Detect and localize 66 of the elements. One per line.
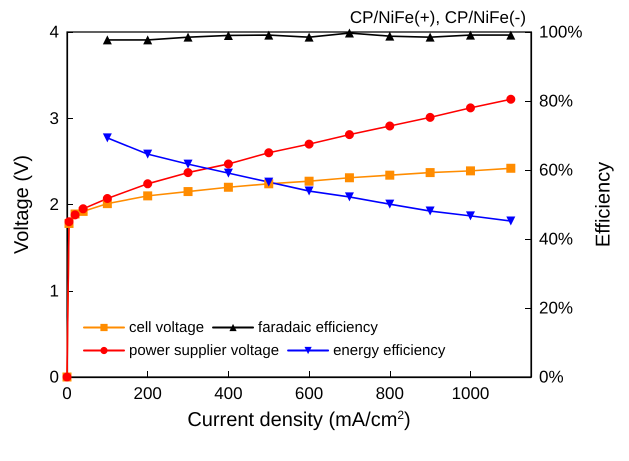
legend-label: power supplier voltage [129, 342, 280, 359]
y-tick-label: 1 [50, 281, 59, 300]
y-tick-label: 3 [50, 108, 59, 128]
point [506, 164, 516, 173]
legend-label: cell voltage [129, 319, 204, 336]
point [506, 216, 516, 226]
point [224, 168, 233, 178]
point [184, 160, 193, 169]
point [466, 211, 475, 220]
x-tick-label: 400 [214, 384, 243, 403]
y2-tick-label: 20% [539, 298, 574, 318]
point [143, 179, 152, 188]
point [304, 176, 314, 186]
point [426, 32, 435, 42]
point [224, 182, 233, 192]
point [78, 204, 88, 214]
point [506, 94, 516, 104]
point [385, 200, 394, 209]
y2-tick-label: 60% [539, 160, 574, 180]
x-tick-label: 0 [62, 384, 72, 403]
y2-tick-label: 40% [539, 230, 574, 248]
legend-label: energy efficiency [333, 342, 446, 359]
point [304, 186, 314, 196]
y-tick-label: 2 [50, 195, 59, 214]
point [143, 191, 152, 200]
point [304, 32, 314, 42]
point [385, 170, 394, 180]
point [344, 28, 354, 38]
x-tick-label: 200 [134, 384, 162, 403]
y2-tick-label: 80% [539, 92, 574, 110]
legend-label: faradaic efficiency [258, 319, 378, 336]
point [466, 30, 475, 40]
point [184, 32, 193, 42]
chart-title: CP/NiFe(+), CP/NiFe(-) [350, 8, 526, 27]
point [426, 112, 435, 122]
point [102, 194, 112, 203]
point [264, 148, 274, 158]
point [304, 140, 314, 149]
point [143, 35, 152, 44]
y2-tick-label: 0% [539, 368, 564, 386]
point [264, 30, 274, 40]
point [184, 187, 193, 196]
point [224, 30, 233, 40]
point [344, 130, 354, 140]
y-tick-label: 0 [50, 368, 59, 386]
y-tick-label: 4 [50, 22, 59, 42]
point [224, 159, 233, 168]
y2-axis-title: Efficiency [592, 162, 614, 248]
point [102, 35, 112, 44]
y2-tick-label: 100% [539, 22, 582, 42]
point [466, 166, 475, 176]
point [344, 192, 354, 202]
point [184, 168, 193, 178]
point [385, 32, 394, 41]
point [102, 133, 112, 142]
x-tick-label: 600 [294, 384, 324, 403]
y-axis-title: Voltage (V) [11, 155, 33, 254]
point [466, 103, 475, 112]
point [385, 122, 394, 131]
x-tick-label: 1000 [452, 384, 490, 403]
point [143, 150, 152, 159]
point [344, 173, 354, 182]
point [506, 30, 516, 40]
x-tick-label: 800 [376, 384, 404, 403]
point [426, 168, 435, 178]
point [426, 206, 435, 216]
